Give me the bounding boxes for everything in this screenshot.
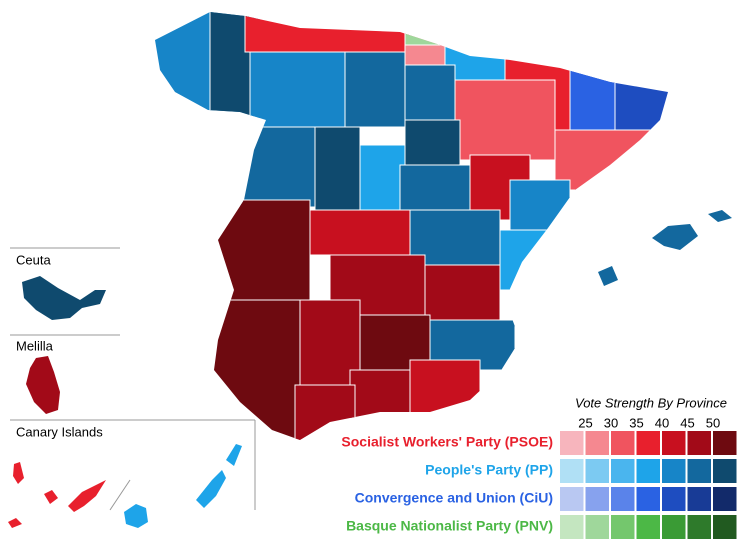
- color-swatch: [687, 487, 711, 511]
- inset-border: [109, 479, 131, 511]
- inset-label: Melilla: [16, 338, 54, 353]
- melilla: [26, 356, 60, 414]
- scale-tick-label: 25: [578, 415, 592, 430]
- scale-tick-label: 50: [706, 415, 720, 430]
- color-swatch: [662, 459, 686, 483]
- color-swatch: [636, 515, 660, 539]
- party-name: People's Party (PP): [425, 462, 553, 478]
- island: [8, 518, 22, 528]
- color-swatch: [687, 515, 711, 539]
- color-swatch: [713, 459, 737, 483]
- legend-title: Vote Strength By Province: [575, 395, 727, 410]
- island: [226, 444, 242, 466]
- color-swatch: [713, 487, 737, 511]
- color-swatch: [560, 487, 584, 511]
- color-swatch: [611, 459, 635, 483]
- color-swatch: [636, 459, 660, 483]
- party-name: Socialist Workers' Party (PSOE): [341, 434, 553, 450]
- scale-tick-label: 45: [680, 415, 694, 430]
- color-swatch: [585, 459, 609, 483]
- color-swatch: [662, 515, 686, 539]
- inset-label: Ceuta: [16, 252, 51, 267]
- color-swatch: [585, 431, 609, 455]
- color-swatch: [687, 459, 711, 483]
- color-swatch: [713, 515, 737, 539]
- inset-label: Canary Islands: [16, 424, 103, 439]
- mainland: [155, 12, 668, 440]
- color-swatch: [560, 431, 584, 455]
- scale-tick-label: 35: [629, 415, 643, 430]
- island: [68, 480, 106, 512]
- island: [196, 470, 226, 508]
- color-swatch: [560, 459, 584, 483]
- ceuta: [22, 276, 106, 320]
- scale-tick-label: 40: [655, 415, 669, 430]
- insets: Ceuta Melilla Canary Islands: [8, 247, 256, 528]
- color-swatch: [611, 487, 635, 511]
- color-swatch: [585, 487, 609, 511]
- island: [124, 504, 148, 528]
- color-swatch: [585, 515, 609, 539]
- legend: Vote Strength By Province 25 30 35 40 45 50 So…: [341, 395, 737, 539]
- color-swatch: [560, 515, 584, 539]
- color-swatch: [713, 431, 737, 455]
- color-swatch: [662, 431, 686, 455]
- balearic-islands: [598, 210, 732, 286]
- island: [13, 462, 24, 484]
- color-swatch: [636, 431, 660, 455]
- color-swatch: [611, 515, 635, 539]
- color-swatch: [636, 487, 660, 511]
- party-name: Convergence and Union (CiU): [355, 490, 553, 506]
- scale-tick-label: 30: [604, 415, 618, 430]
- color-swatch: [611, 431, 635, 455]
- color-swatch: [687, 431, 711, 455]
- party-name: Basque Nationalist Party (PNV): [346, 518, 553, 534]
- color-swatch: [662, 487, 686, 511]
- island: [44, 490, 58, 504]
